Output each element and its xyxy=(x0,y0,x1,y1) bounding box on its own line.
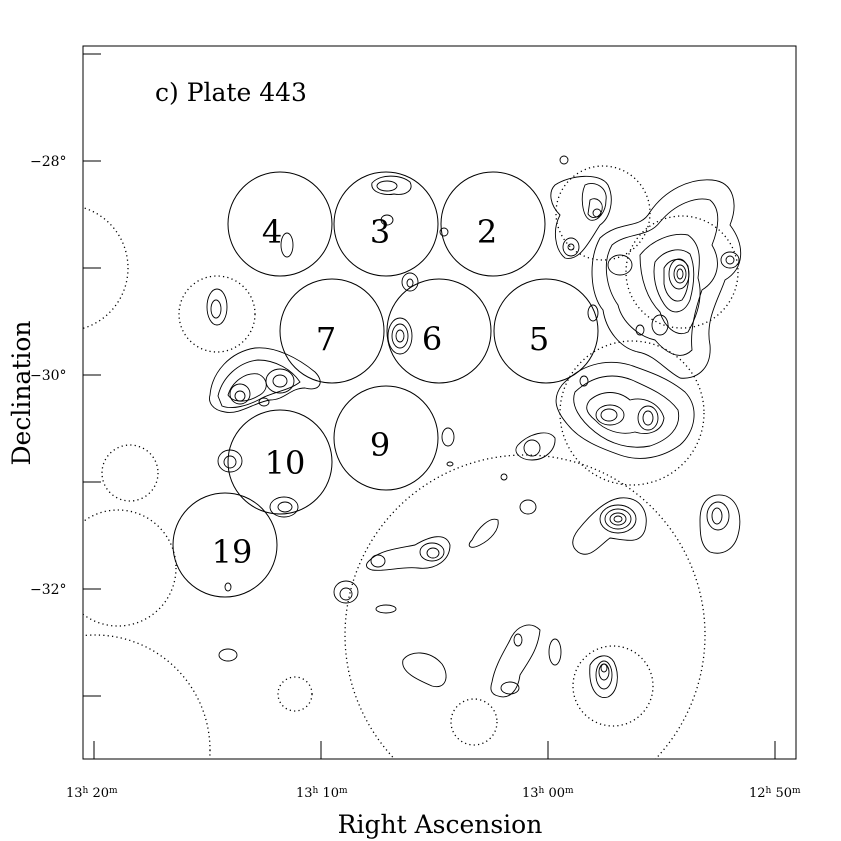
y-tick-label: −30° xyxy=(30,368,67,384)
plot-frame xyxy=(82,45,797,760)
y-axis-label: Declination xyxy=(7,320,36,465)
field-label: 4 xyxy=(262,213,282,251)
dotted-circle xyxy=(101,444,159,502)
dotted-circle xyxy=(277,676,313,712)
contour-group-center xyxy=(333,175,741,698)
contour-group-e xyxy=(555,361,695,459)
field-label: 7 xyxy=(316,320,336,358)
field-circles xyxy=(172,171,599,598)
x-tick-label: 12h 50m xyxy=(749,786,801,801)
y-tick-marks xyxy=(83,53,101,697)
dotted-circles xyxy=(83,165,739,759)
panel-title: c) Plate 443 xyxy=(155,78,307,107)
field-labels: 4 3 2 7 6 5 9 10 19 xyxy=(212,213,550,571)
dotted-circle xyxy=(450,698,498,746)
field-label: 6 xyxy=(422,320,442,358)
dotted-circle xyxy=(344,454,706,759)
dotted-circle xyxy=(555,165,651,261)
dotted-circle xyxy=(83,206,129,330)
field-circle-9 xyxy=(333,385,439,491)
dotted-circle xyxy=(559,340,705,486)
field-label: 10 xyxy=(265,444,306,482)
field-label: 3 xyxy=(370,213,390,251)
x-axis-label: Right Ascension xyxy=(338,810,543,839)
dotted-circle xyxy=(178,275,256,353)
dotted-circle xyxy=(572,645,654,727)
contour-map xyxy=(206,155,742,698)
field-circle-19 xyxy=(172,492,278,598)
field-circle-6 xyxy=(386,278,492,384)
x-tick-marks xyxy=(93,741,776,759)
field-circle-3 xyxy=(333,171,439,277)
x-tick-label: 13h 10m xyxy=(296,786,348,801)
field-circle-7 xyxy=(279,278,385,384)
contour-group-ne xyxy=(550,155,742,379)
field-circle-4 xyxy=(227,171,333,277)
field-label: 2 xyxy=(477,213,497,251)
field-label: 19 xyxy=(212,533,253,571)
x-tick-label: 13h 20m xyxy=(66,786,118,801)
contour-group-w xyxy=(206,232,321,662)
field-circle-2 xyxy=(440,171,546,277)
field-circle-10 xyxy=(227,409,333,515)
x-tick-label: 13h 00m xyxy=(522,786,574,801)
dotted-circle xyxy=(83,509,177,627)
y-tick-label: −28° xyxy=(30,154,67,170)
dotted-circle xyxy=(625,215,739,329)
y-tick-label: −32° xyxy=(30,582,67,598)
field-label: 9 xyxy=(370,426,390,464)
field-label: 5 xyxy=(529,320,549,358)
dotted-circle xyxy=(83,634,211,759)
field-circle-5 xyxy=(493,278,599,384)
